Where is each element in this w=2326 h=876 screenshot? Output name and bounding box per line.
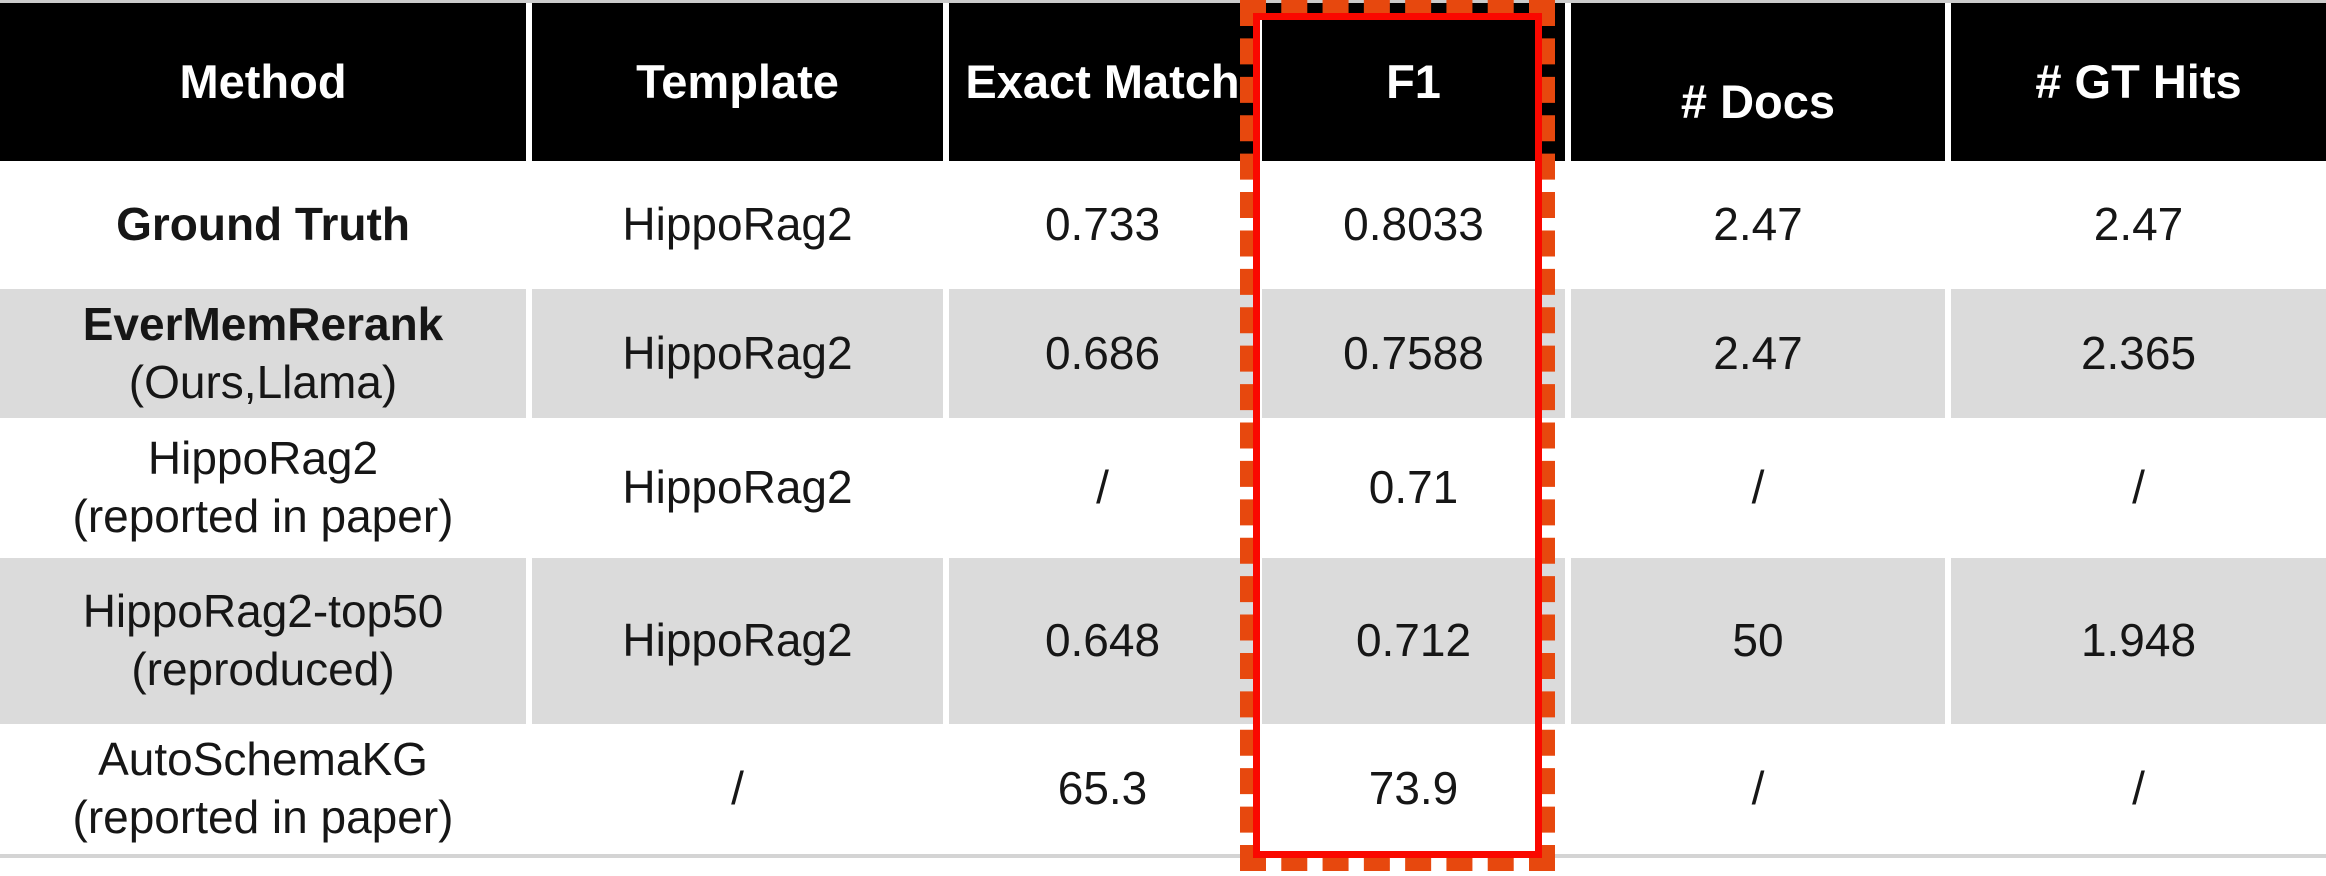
method-name: EverMemRerank (82, 297, 444, 350)
method-name: Ground Truth (116, 198, 410, 251)
cell-num-docs: 50 (1565, 558, 1945, 724)
header-label: F1 (1386, 55, 1441, 109)
table-row-autoschemakg: AutoSchemaKG (reported in paper) / 65.3 … (0, 724, 2326, 854)
table-row-hipporag2-paper: HippoRag2 (reported in paper) HippoRag2 … (0, 418, 2326, 558)
cell-method: Ground Truth (0, 161, 526, 289)
cell-method: HippoRag2 (reported in paper) (0, 418, 526, 558)
cell-method: EverMemRerank (Ours,Llama) (0, 289, 526, 418)
header-row: Method Template Exact Match F1 # Docs # … (0, 3, 2326, 161)
cell-template: HippoRag2 (526, 558, 943, 724)
column-header-num-gt-hits: # GT Hits (1945, 3, 2326, 161)
cell-f1: 0.71 (1256, 418, 1565, 558)
header-label: Exact Match (965, 55, 1240, 109)
column-header-exact-match: Exact Match (943, 3, 1256, 161)
method-subtitle: (Ours,Llama) (128, 355, 398, 408)
cell-template: HippoRag2 (526, 161, 943, 289)
cell-num-gt-hits: 2.365 (1945, 289, 2326, 418)
header-label: Template (636, 55, 839, 109)
cell-exact-match: / (943, 418, 1256, 558)
method-subtitle: (reported in paper) (72, 791, 454, 843)
cell-f1: 0.712 (1256, 558, 1565, 724)
cell-f1: 0.7588 (1256, 289, 1565, 418)
cell-template: HippoRag2 (526, 418, 943, 558)
cell-num-docs: 2.47 (1565, 289, 1945, 418)
method-name: AutoSchemaKG (98, 733, 428, 786)
cell-template: / (526, 724, 943, 854)
cell-method: HippoRag2-top50 (reproduced) (0, 558, 526, 724)
cell-f1: 0.8033 (1256, 161, 1565, 289)
method-name: HippoRag2 (147, 432, 379, 485)
cell-num-gt-hits: / (1945, 418, 2326, 558)
cell-f1: 73.9 (1256, 724, 1565, 854)
column-header-method: Method (0, 3, 526, 161)
cell-exact-match: 0.648 (943, 558, 1256, 724)
table-row-ground-truth: Ground Truth HippoRag2 0.733 0.8033 2.47… (0, 161, 2326, 289)
cell-num-gt-hits: 2.47 (1945, 161, 2326, 289)
cell-exact-match: 0.686 (943, 289, 1256, 418)
cell-num-docs: / (1565, 418, 1945, 558)
method-subtitle: (reported in paper) (72, 490, 454, 542)
table-row-evermemrerank: EverMemRerank (Ours,Llama) HippoRag2 0.6… (0, 289, 2326, 418)
column-header-num-docs: # Docs (1565, 3, 1945, 161)
column-header-template: Template (526, 3, 943, 161)
cell-num-gt-hits: 1.948 (1945, 558, 2326, 724)
cell-num-docs: 2.47 (1565, 161, 1945, 289)
cell-template: HippoRag2 (526, 289, 943, 418)
cell-exact-match: 0.733 (943, 161, 1256, 289)
header-label: # GT Hits (2035, 55, 2242, 109)
header-label: Method (179, 55, 347, 109)
header-label: # Docs (1680, 75, 1836, 129)
table-row-hipporag2-top50: HippoRag2-top50 (reproduced) HippoRag2 0… (0, 558, 2326, 724)
column-header-f1: F1 (1256, 3, 1565, 161)
cell-exact-match: 65.3 (943, 724, 1256, 854)
method-name: HippoRag2-top50 (82, 585, 444, 638)
results-table: Method Template Exact Match F1 # Docs # … (0, 0, 2326, 858)
cell-num-docs: / (1565, 724, 1945, 854)
cell-num-gt-hits: / (1945, 724, 2326, 854)
method-subtitle: (reproduced) (131, 643, 395, 695)
cell-method: AutoSchemaKG (reported in paper) (0, 724, 526, 854)
